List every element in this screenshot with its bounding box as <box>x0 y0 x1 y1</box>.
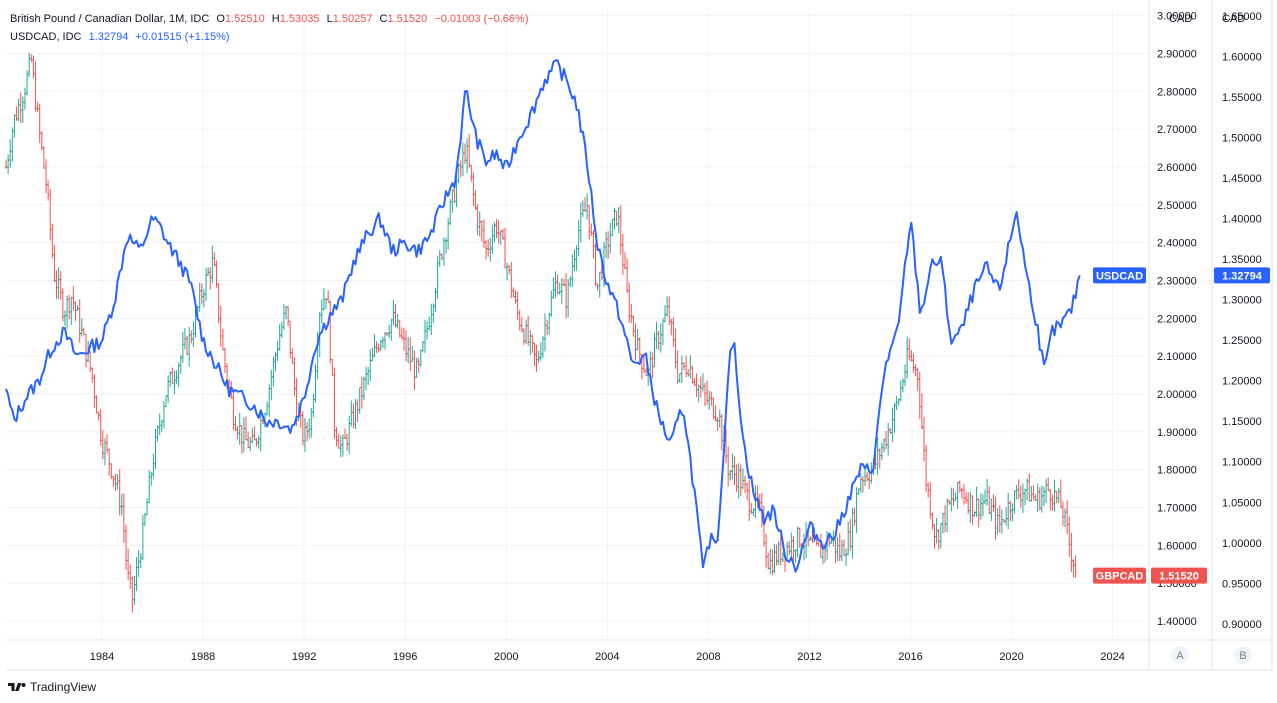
high-label: H <box>271 13 280 25</box>
axis-a-tick-label: 1.90000 <box>1157 427 1197 439</box>
axis-b-unit-label: CAD <box>1222 13 1245 25</box>
open-value: 1.52510 <box>224 13 265 25</box>
axis-a-tick-label: 1.60000 <box>1157 540 1197 552</box>
chart-grid <box>6 8 1148 640</box>
usdcad-series <box>5 59 1081 573</box>
brand-name: TradingView <box>30 680 97 694</box>
axis-b-tick-label: 1.45000 <box>1222 173 1262 185</box>
main-series-legend[interactable]: British Pound / Canadian Dollar, 1M, IDC… <box>10 13 532 25</box>
compare-symbol-name[interactable]: USDCAD, IDC <box>10 31 82 43</box>
axis-a-tick-label: 2.20000 <box>1157 313 1197 325</box>
time-axis-tick-label: 2008 <box>696 651 720 663</box>
time-axis-tick-label: 2004 <box>595 651 619 663</box>
axis-a-tick-label: 2.80000 <box>1157 86 1197 98</box>
usdcad-price-badge-bg <box>1214 267 1270 284</box>
time-axis-tick-label: 1984 <box>90 651 114 663</box>
axis-b-tick-label: 0.95000 <box>1222 578 1262 590</box>
axis-b-tick-label: 1.40000 <box>1222 214 1262 226</box>
axis-b-footer-label: B <box>1239 650 1246 662</box>
axis-a-tick-label: 2.70000 <box>1157 124 1197 136</box>
axis-a-tick-label: 2.30000 <box>1157 275 1197 287</box>
chart-frame <box>6 0 1273 671</box>
tradingview-branding[interactable]: TradingView <box>8 680 96 694</box>
time-axis[interactable]: 1984 1988 1992 1996 2000 2004 2008 2012 2016 2020… <box>90 651 1125 663</box>
axis-a-tick-label: 2.60000 <box>1157 162 1197 174</box>
axis-b-settings-button[interactable] <box>1234 646 1252 664</box>
axis-b-tick-label: 1.65000 <box>1222 11 1262 23</box>
symbol-name[interactable]: British Pound / Canadian Dollar, 1M, IDC <box>10 13 210 25</box>
time-axis-tick-label: 1988 <box>191 651 215 663</box>
axis-b-tick-label: 1.15000 <box>1222 416 1262 428</box>
axis-a-tick-label: 2.00000 <box>1157 389 1197 401</box>
compare-change: +0.01515 (+1.15%) <box>135 31 230 43</box>
usdcad-line <box>5 59 1081 573</box>
gbpcad-series <box>4 52 1078 613</box>
time-axis-tick-label: 2012 <box>797 651 821 663</box>
axis-a-tick-label: 2.50000 <box>1157 200 1197 212</box>
axis-b-tick-label: 1.05000 <box>1222 497 1262 509</box>
time-axis-tick-label: 2000 <box>494 651 518 663</box>
axis-b-tick-label: 1.30000 <box>1222 295 1262 307</box>
usdcad-price-badge: 1.32794 <box>1222 270 1263 282</box>
price-axis-b[interactable]: 1.65000 1.60000 1.55000 1.50000 1.45000 1.400… <box>1222 11 1262 664</box>
low-value: 1.50257 <box>332 13 373 25</box>
axis-b-tick-label: 1.35000 <box>1222 254 1262 266</box>
open-label: O <box>216 13 225 25</box>
time-axis-tick-label: 1992 <box>292 651 316 663</box>
axis-a-tick-label: 3.00000 <box>1157 11 1197 23</box>
close-value: 1.51520 <box>387 13 428 25</box>
usdcad-name-badge: USDCAD <box>1096 270 1143 282</box>
gbpcad-name-badge: GBPCAD <box>1096 571 1144 583</box>
axis-a-tick-label: 1.70000 <box>1157 503 1197 515</box>
tradingview-logo-icon <box>8 683 26 691</box>
price-badges: USDCAD 1.32794 GBPCAD 1.51520 <box>1093 267 1270 584</box>
price-axis-a[interactable]: 3.00000 2.90000 2.80000 2.70000 2.60000 2.500… <box>1157 11 1197 664</box>
axis-b-tick-label: 1.55000 <box>1222 92 1262 104</box>
close-label: C <box>379 13 388 25</box>
axis-a-tick-label: 2.10000 <box>1157 351 1197 363</box>
compare-value: 1.32794 <box>88 31 129 43</box>
low-label: L <box>326 13 333 25</box>
axis-a-tick-label: 1.40000 <box>1157 616 1197 628</box>
gbpcad-price-badge-bg <box>1151 567 1207 584</box>
gbpcad-price-badge: 1.51520 <box>1159 571 1199 583</box>
axis-b-tick-label: 0.90000 <box>1222 619 1262 631</box>
axis-b-tick-label: 1.00000 <box>1222 538 1262 550</box>
axis-b-tick-label: 1.20000 <box>1222 376 1262 388</box>
axis-b-tick-label: 1.50000 <box>1222 133 1262 145</box>
axis-b-tick-label: 1.25000 <box>1222 335 1262 347</box>
axis-b-tick-label: 1.60000 <box>1222 52 1262 64</box>
axis-a-tick-label: 1.80000 <box>1157 465 1197 477</box>
high-value: 1.53035 <box>279 13 320 25</box>
time-axis-tick-label: 2020 <box>999 651 1023 663</box>
change-value: −0.01003 (−0.66%) <box>434 13 529 25</box>
gbpcad-name-badge-bg <box>1093 567 1146 584</box>
axis-a-tick-label: 2.90000 <box>1157 48 1197 60</box>
time-axis-tick-label: 2016 <box>898 651 922 663</box>
axis-a-settings-button[interactable] <box>1171 646 1189 664</box>
axis-a-footer-label: A <box>1176 650 1184 662</box>
time-axis-tick-label: 1996 <box>393 651 417 663</box>
time-axis-tick-label: 2024 <box>1100 651 1124 663</box>
axis-a-tick-label: 2.40000 <box>1157 238 1197 250</box>
usdcad-name-badge-bg <box>1093 267 1146 284</box>
axis-a-unit-label: CAD <box>1169 13 1192 25</box>
axis-b-tick-label: 1.10000 <box>1222 457 1262 469</box>
compare-series-legend[interactable]: USDCAD, IDC 1.32794 +0.01515 (+1.15%) <box>10 31 234 43</box>
